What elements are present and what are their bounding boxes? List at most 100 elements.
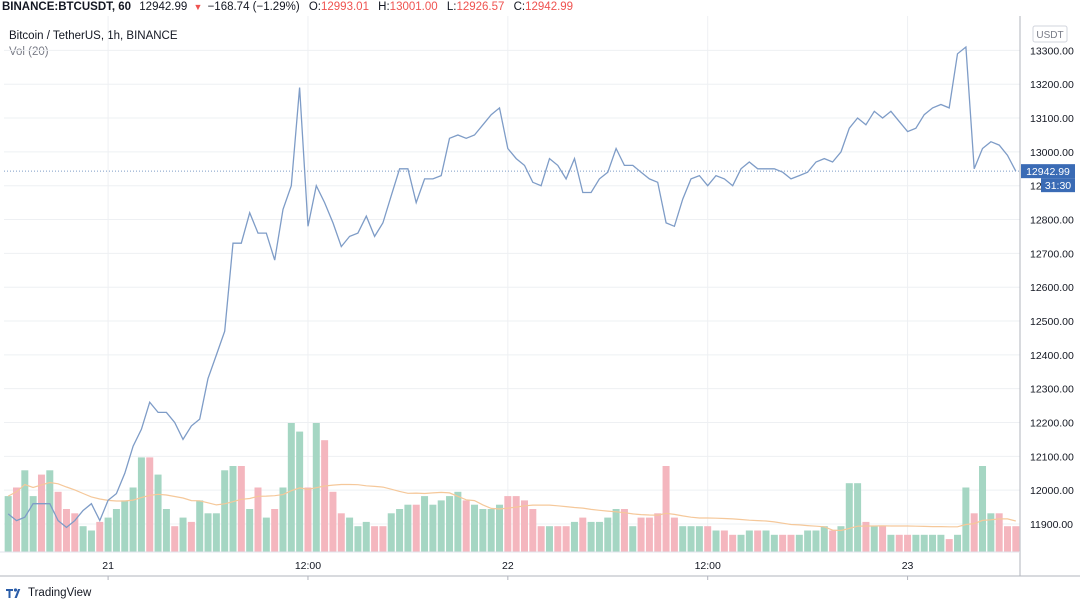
volume-bar <box>670 517 678 552</box>
volume-bar <box>454 491 462 552</box>
tradingview-branding[interactable]: TradingView <box>4 586 91 600</box>
volume-bar <box>279 487 287 552</box>
volume-bar <box>920 534 928 552</box>
volume-bar <box>396 509 404 552</box>
volume-bar <box>412 504 420 552</box>
volume-bar <box>137 457 145 552</box>
volume-bar <box>887 534 895 552</box>
axes <box>0 16 1080 577</box>
price-tick-label: 13200.00 <box>1030 79 1074 91</box>
tradingview-label: TradingView <box>28 587 92 599</box>
open-value: 12993.01 <box>321 1 369 13</box>
volume-bar <box>221 470 229 552</box>
volume-bar <box>12 487 20 552</box>
volume-bar <box>562 526 570 552</box>
volume-bar <box>246 509 254 552</box>
price-tick-label: 11900.00 <box>1030 519 1073 531</box>
volume-bar <box>146 457 154 552</box>
volume-bar <box>912 534 920 552</box>
volume-bar <box>362 521 370 552</box>
volume-bar <box>4 496 12 552</box>
volume-bar <box>129 487 137 552</box>
volume-bar <box>262 517 270 552</box>
close-label: C: <box>513 1 526 13</box>
volume-bar <box>204 513 212 552</box>
chart-legend: Bitcoin / TetherUS, 1h, BINANCE Vol (20) <box>9 28 178 60</box>
volume-bar <box>62 509 70 552</box>
volume-bar <box>820 526 828 552</box>
volume-bar <box>171 526 179 552</box>
tradingview-logo-icon <box>6 588 21 598</box>
volume-bar <box>154 474 162 552</box>
volume-bar <box>87 530 95 552</box>
volume-bar <box>379 526 387 552</box>
volume-bar <box>970 513 978 552</box>
volume-bar <box>762 530 770 552</box>
volume-bar <box>737 534 745 552</box>
volume-bar <box>995 513 1003 552</box>
volume-bar <box>945 539 953 552</box>
open-label: O: <box>308 1 321 13</box>
volume-bars <box>4 423 1020 552</box>
volume-bar <box>754 530 762 552</box>
volume-bar <box>496 504 504 552</box>
price-tick-label: 13000.00 <box>1030 147 1074 159</box>
volume-bar <box>1004 526 1012 552</box>
volume-bar <box>346 517 354 552</box>
volume-bar <box>271 509 279 552</box>
volume-bar <box>962 487 970 552</box>
price-tick-label: 12800.00 <box>1030 215 1074 227</box>
low-label: L: <box>446 1 457 13</box>
price-tick-label: 12700.00 <box>1030 248 1074 260</box>
volume-bar <box>196 500 204 552</box>
volume-bar <box>787 534 795 552</box>
volume-bar <box>637 517 645 552</box>
volume-bar <box>162 509 170 552</box>
volume-bar <box>879 526 887 552</box>
volume-bar <box>629 526 637 552</box>
price-tick-label: 12100.00 <box>1030 451 1074 463</box>
volume-bar <box>46 470 54 552</box>
price-tick-label: 13100.00 <box>1030 113 1074 125</box>
volume-bar <box>512 496 520 552</box>
volume-bar <box>987 513 995 552</box>
volume-bar <box>712 530 720 552</box>
volume-bar <box>520 500 528 552</box>
volume-bar <box>529 509 537 552</box>
volume-bar <box>254 487 262 552</box>
high-value: 13001.00 <box>389 1 438 13</box>
volume-bar <box>504 496 512 552</box>
volume-bar <box>604 517 612 552</box>
volume-bar <box>904 534 912 552</box>
volume-bar <box>446 496 454 552</box>
volume-bar <box>104 517 112 552</box>
volume-bar <box>462 500 470 552</box>
volume-bar <box>779 534 787 552</box>
volume-bar <box>929 534 937 552</box>
volume-bar <box>371 526 379 552</box>
volume-bar <box>570 521 578 552</box>
currency-button[interactable] <box>1032 25 1068 43</box>
series-title[interactable]: Bitcoin / TetherUS, 1h, BINANCE <box>9 30 178 42</box>
volume-bar <box>229 466 237 552</box>
price-scale-labels: 11900.00 12000.00 12100.00 12200.00 12300.00… <box>1030 25 1074 531</box>
volume-bar <box>595 521 603 552</box>
volume-bar <box>212 513 220 552</box>
volume-bar <box>179 517 187 552</box>
time-tick-label: 12:00 <box>295 560 321 572</box>
close-value: 12942.99 <box>525 1 574 13</box>
price-tick-label: 13300.00 <box>1030 45 1074 57</box>
volume-bar <box>21 470 29 552</box>
volume-bar <box>687 526 695 552</box>
symbol-name[interactable]: BINANCE:BTCUSDT, 60 <box>2 1 132 13</box>
high-label: H: <box>378 1 390 13</box>
volume-indicator-label[interactable]: Vol (20) <box>9 46 49 58</box>
volume-bar <box>612 509 620 552</box>
volume-bar <box>729 534 737 552</box>
volume-bar <box>804 530 812 552</box>
last-price: 12942.99 <box>139 1 188 13</box>
volume-bar <box>662 466 670 552</box>
volume-bar <box>620 509 628 552</box>
